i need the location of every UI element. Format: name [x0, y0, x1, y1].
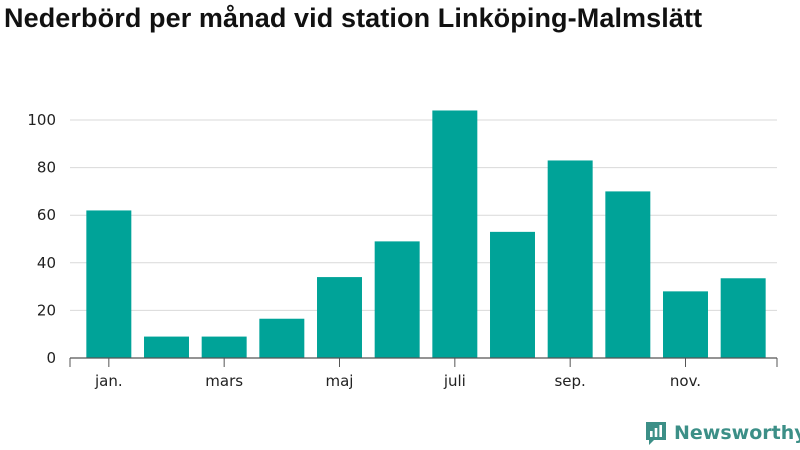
y-tick-label: 60 — [37, 206, 56, 224]
y-tick-label: 80 — [37, 159, 56, 177]
x-axis — [69, 357, 778, 367]
gridlines — [70, 119, 777, 311]
x-tick-label: nov. — [670, 372, 701, 390]
bar-juli — [432, 110, 478, 358]
x-tick-label: maj — [326, 372, 354, 390]
newsworthy-logo-icon — [646, 422, 666, 445]
bar-sep — [547, 160, 593, 358]
newsworthy-logo: Newsworthy — [644, 420, 800, 446]
x-tick-label: sep. — [554, 372, 585, 390]
bar-nov — [663, 291, 708, 358]
y-tick-label: 0 — [46, 349, 56, 367]
bar-jan — [86, 210, 132, 358]
x-axis-labels: jan. mars maj juli sep. nov. — [94, 372, 701, 390]
bar-mars — [201, 336, 247, 358]
y-tick-label: 100 — [27, 111, 56, 129]
chart-title: Nederbörd per månad vid station Linköpin… — [4, 3, 703, 33]
bar-apr — [259, 318, 305, 358]
bar-juni — [374, 241, 420, 358]
y-tick-label: 20 — [37, 301, 56, 319]
x-tick-label: jan. — [94, 372, 123, 390]
y-tick-label: 40 — [37, 254, 56, 272]
bar-okt — [605, 191, 651, 358]
x-tick-label: juli — [443, 372, 466, 390]
brand-name: Newsworthy — [674, 422, 800, 444]
bar-maj — [317, 277, 362, 358]
bar-dec — [720, 278, 766, 358]
y-axis-labels: 0 20 40 60 80 100 — [27, 111, 56, 367]
bar-aug — [490, 231, 535, 358]
bars — [86, 110, 766, 358]
bar-feb — [144, 336, 189, 358]
x-tick-label: mars — [205, 372, 243, 390]
